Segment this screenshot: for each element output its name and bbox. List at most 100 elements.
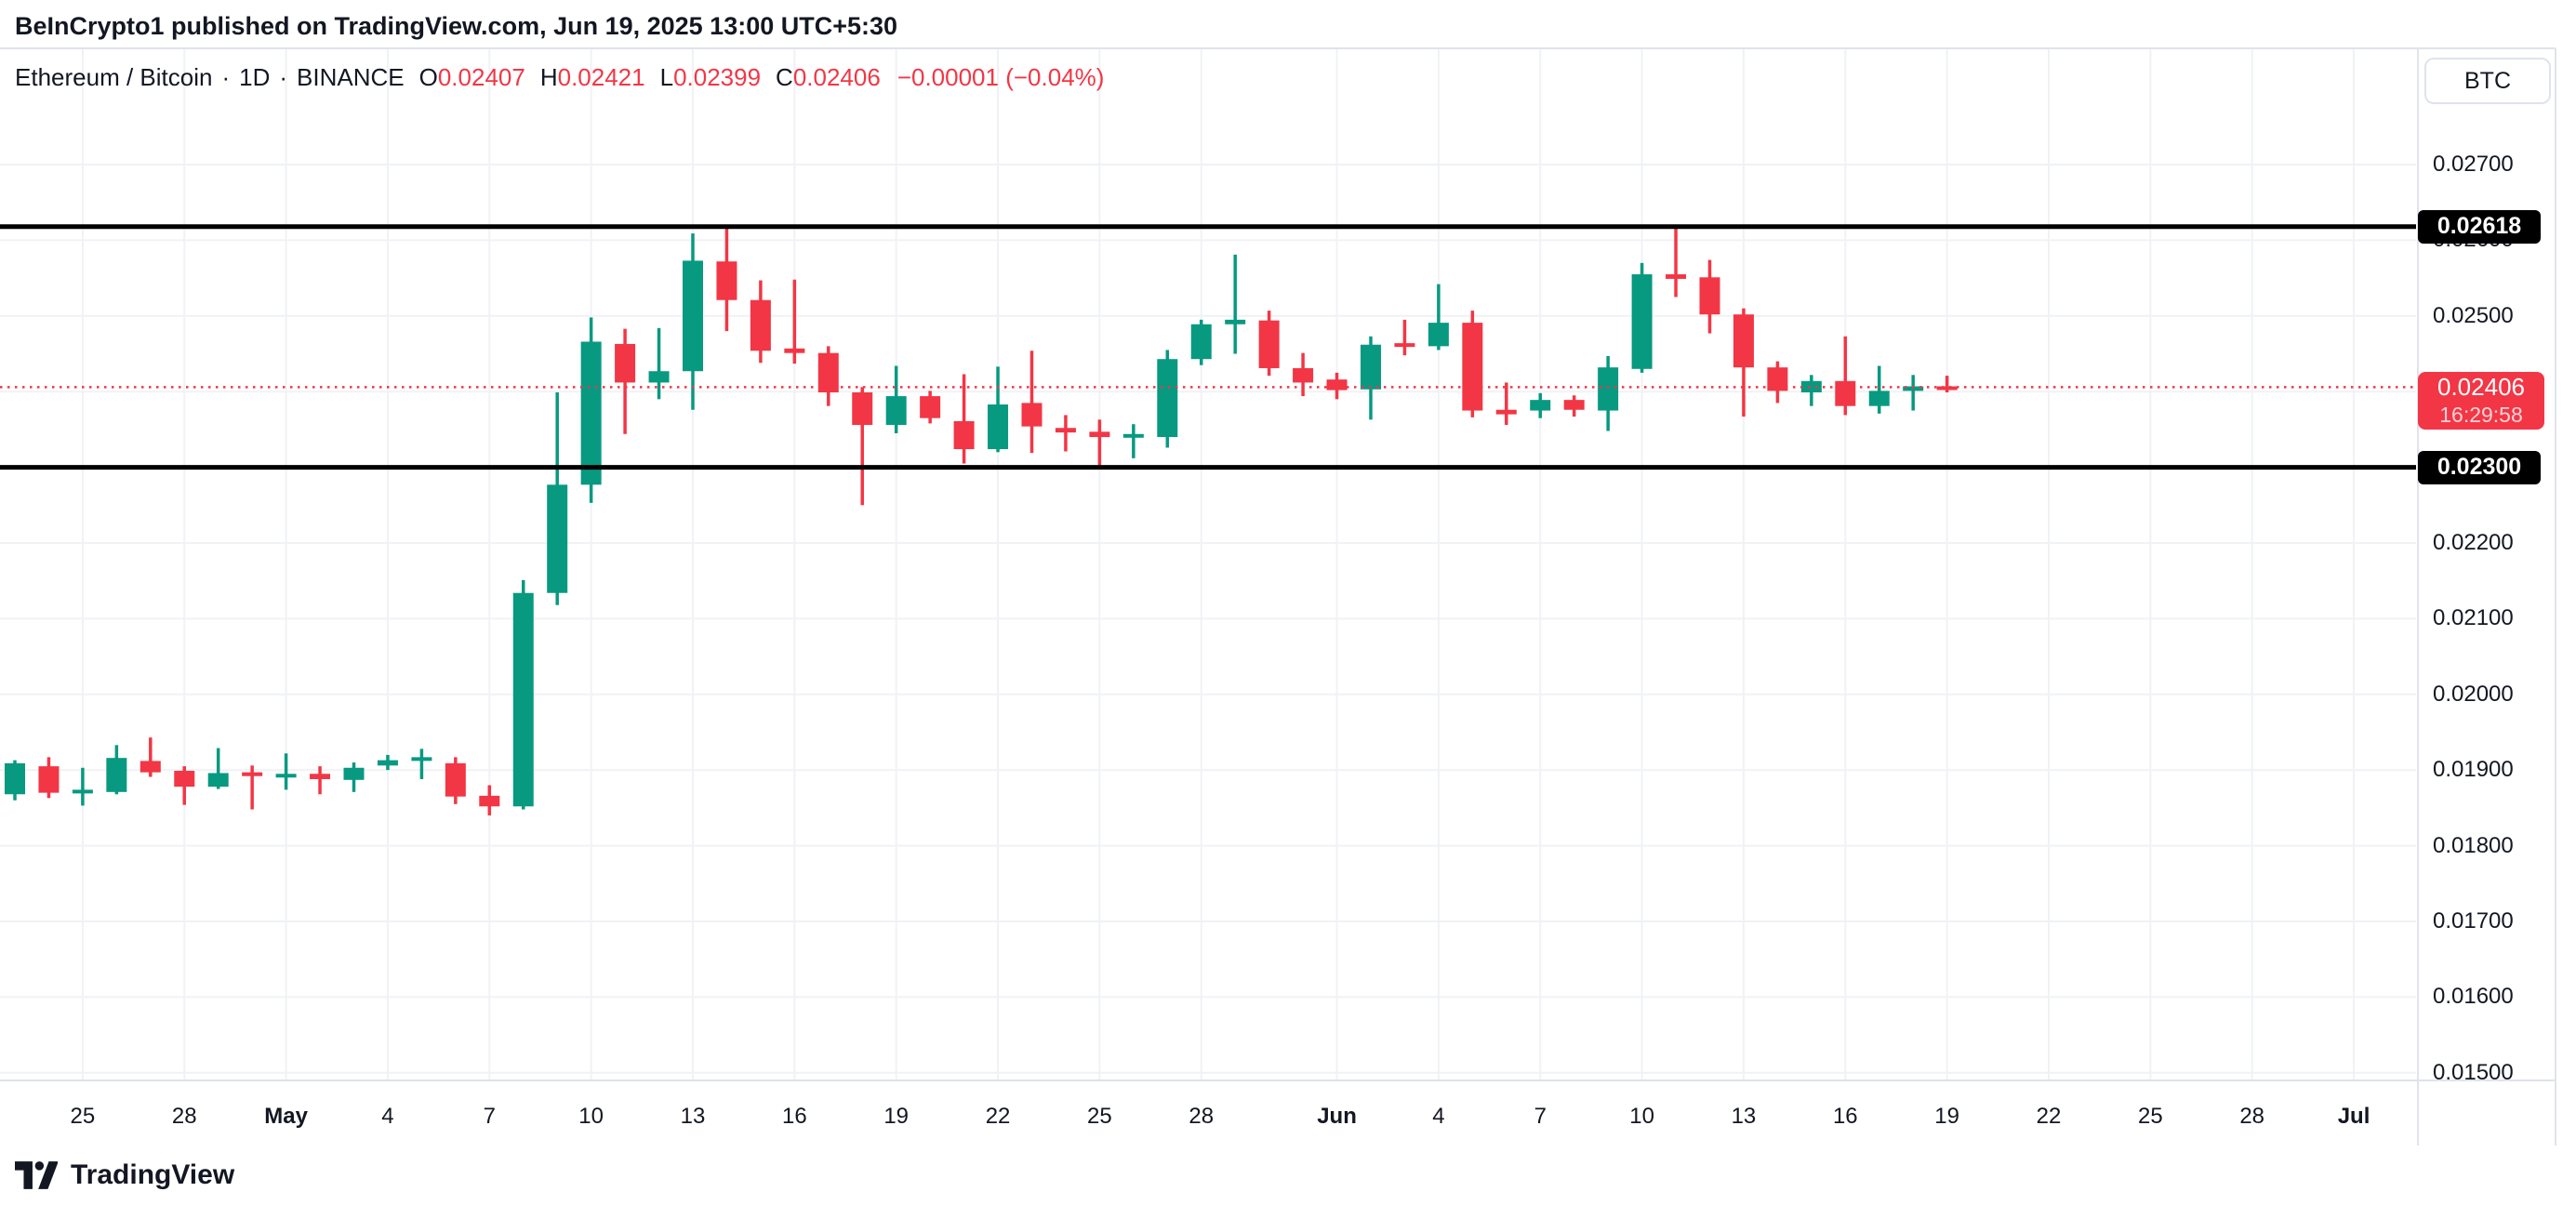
candle-jun-17[interactable]	[1868, 365, 1890, 414]
candle-apr-25[interactable]	[72, 767, 93, 806]
candle-apr-23[interactable]	[5, 760, 25, 801]
candle-body	[1427, 323, 1449, 347]
candle-jun-13[interactable]	[1733, 308, 1754, 417]
candle-body	[512, 592, 534, 807]
candle-may-9[interactable]	[547, 392, 568, 605]
candle-wick	[216, 748, 220, 789]
last-price-label: 0.02406 16:29:58	[2418, 372, 2544, 430]
candle-may-14[interactable]	[716, 226, 737, 332]
candle-may-4[interactable]	[377, 754, 398, 771]
candle-apr-27[interactable]	[139, 737, 161, 777]
candle-jun-6[interactable]	[1495, 382, 1517, 426]
ohlc-open: O0.02407	[418, 63, 525, 91]
candle-may-7[interactable]	[479, 785, 500, 816]
candle-jun-14[interactable]	[1767, 361, 1788, 404]
candle-body	[1293, 367, 1314, 383]
candle-body	[1190, 324, 1212, 360]
candle-may-26[interactable]	[1122, 424, 1144, 458]
candle-jun-12[interactable]	[1699, 259, 1720, 334]
candle-wick	[149, 737, 153, 777]
candle-body	[1462, 323, 1483, 411]
candle-wick	[1674, 226, 1678, 298]
currency-toggle-btc-button[interactable]: BTC	[2424, 58, 2551, 104]
candle-may-11[interactable]	[615, 328, 636, 434]
candle-jun-19[interactable]	[1936, 376, 1958, 393]
candle-may-29[interactable]	[1225, 254, 1246, 354]
candle-wick	[81, 767, 85, 806]
candle-may-30[interactable]	[1258, 311, 1280, 377]
ohlc-high: H0.02421	[539, 63, 645, 91]
candle-body	[139, 761, 161, 773]
candle-body	[817, 352, 839, 393]
candle-may-16[interactable]	[784, 279, 805, 364]
candle-jun-8[interactable]	[1563, 395, 1585, 417]
candle-may-12[interactable]	[648, 327, 670, 400]
candle-jun-2[interactable]	[1361, 336, 1381, 420]
candle-jun-3[interactable]	[1394, 319, 1415, 356]
candle-may-13[interactable]	[683, 233, 703, 410]
candle-body	[1326, 379, 1348, 391]
symbol-title[interactable]: Ethereum / Bitcoin	[15, 63, 213, 91]
candle-may-27[interactable]	[1157, 350, 1178, 448]
candle-may-2[interactable]	[310, 766, 331, 795]
candle-apr-29[interactable]	[207, 748, 229, 789]
interval-label[interactable]: 1D	[239, 63, 271, 91]
candle-may-17[interactable]	[817, 346, 839, 406]
candle-may-19[interactable]	[885, 365, 907, 433]
candle-body	[1225, 319, 1246, 324]
candle-body	[1122, 433, 1144, 438]
bar-countdown: 16:29:58	[2439, 403, 2523, 428]
ohlc-close: C0.02406	[776, 63, 881, 91]
candle-may-3[interactable]	[343, 762, 365, 792]
candle-may-18[interactable]	[852, 387, 873, 506]
candle-wick	[419, 748, 424, 779]
candle-may-6[interactable]	[445, 757, 466, 804]
candle-body	[1530, 400, 1551, 411]
candle-apr-28[interactable]	[174, 766, 195, 805]
candle-body	[445, 762, 466, 797]
candle-jun-1[interactable]	[1326, 372, 1348, 400]
candle-apr-24[interactable]	[38, 757, 60, 799]
candle-jun-7[interactable]	[1530, 392, 1551, 418]
candle-may-8[interactable]	[512, 579, 534, 810]
candle-may-22[interactable]	[988, 366, 1009, 453]
tradingview-logo-text[interactable]: TradingView	[71, 1159, 235, 1190]
candle-jun-16[interactable]	[1835, 336, 1856, 416]
candle-jun-15[interactable]	[1800, 375, 1822, 406]
candle-body	[1089, 431, 1110, 438]
candle-apr-26[interactable]	[106, 745, 127, 795]
candle-body	[207, 773, 229, 788]
candle-may-10[interactable]	[580, 317, 602, 503]
candle-may-21[interactable]	[953, 374, 975, 464]
candle-may-20[interactable]	[920, 391, 941, 424]
tradingview-logo-icon[interactable]	[15, 1158, 58, 1193]
candle-body	[784, 348, 805, 353]
candle-wick	[1911, 375, 1915, 411]
candle-may-24[interactable]	[1055, 415, 1076, 452]
ohlc-low: L0.02399	[659, 63, 762, 91]
change-value: −0.00001 (−0.04%)	[896, 63, 1105, 91]
candle-jun-4[interactable]	[1427, 284, 1449, 351]
candle-jun-11[interactable]	[1666, 226, 1687, 298]
candle-body	[1258, 320, 1280, 368]
candle-may-1[interactable]	[275, 753, 297, 790]
candle-wick	[318, 766, 322, 795]
candle-apr-30[interactable]	[242, 765, 263, 810]
candle-body	[377, 760, 398, 766]
candle-may-25[interactable]	[1089, 419, 1110, 466]
candle-may-31[interactable]	[1293, 352, 1314, 397]
candle-jun-5[interactable]	[1462, 311, 1483, 417]
legend-separator: ·	[221, 63, 231, 91]
candle-jun-10[interactable]	[1631, 262, 1653, 373]
candle-may-15[interactable]	[750, 280, 771, 364]
candle-body	[1835, 380, 1856, 406]
candle-jun-9[interactable]	[1598, 355, 1619, 431]
candle-may-28[interactable]	[1190, 319, 1212, 365]
candle-jun-18[interactable]	[1903, 375, 1924, 411]
published-attribution: BeInCrypto1 published on TradingView.com…	[15, 12, 898, 40]
candle-may-5[interactable]	[411, 748, 432, 779]
candle-body	[988, 404, 1009, 450]
candle-wick	[1402, 319, 1407, 356]
candle-may-23[interactable]	[1021, 351, 1042, 454]
